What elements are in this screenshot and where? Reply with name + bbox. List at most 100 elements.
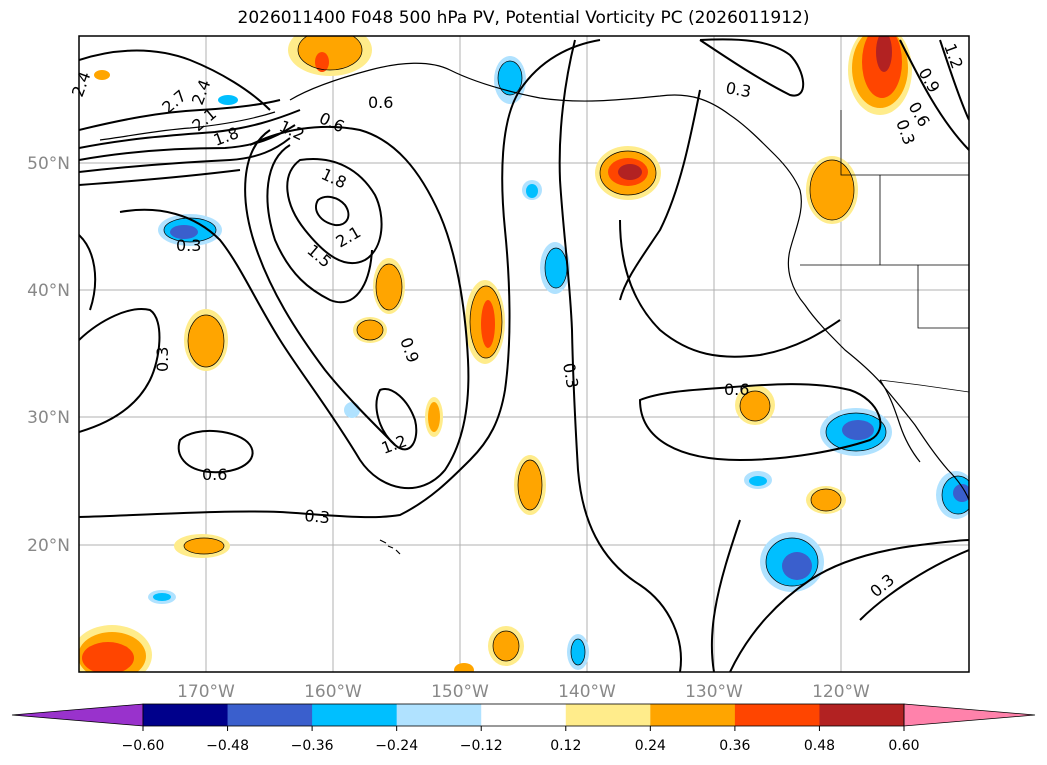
pv-pos-blob	[357, 320, 383, 340]
pv-anomaly-outlines	[163, 36, 969, 666]
lon-label-120w: 120°W	[812, 682, 870, 702]
colorbar-cell	[650, 704, 736, 726]
pv-contour	[699, 38, 805, 97]
west-coast	[787, 189, 969, 501]
pv-contour	[79, 39, 601, 519]
pv-contour	[119, 125, 470, 489]
contour-label: 0.3	[559, 361, 582, 389]
colorbar-cell	[312, 704, 398, 726]
pv-neg-blob	[218, 95, 238, 105]
pv-pos-blob	[876, 36, 892, 72]
colorbar-tick-label: −0.36	[291, 738, 334, 754]
pv-pos-blob	[298, 36, 362, 70]
pv-contour	[79, 49, 271, 111]
pv-contour	[79, 308, 161, 433]
pv-neg-blob	[749, 476, 767, 486]
colorbar-tick-label: 0.36	[719, 738, 750, 754]
pv-pos-blob	[184, 538, 224, 554]
pv-neg-blob	[526, 184, 538, 198]
pv-pos-blob	[188, 315, 224, 367]
colorbar-cell	[734, 704, 820, 726]
baja-peninsula	[879, 379, 921, 463]
pv-pos-blob	[811, 489, 841, 511]
colorbar-right-arrow	[903, 703, 1036, 727]
pv-contour	[79, 234, 97, 311]
pv-neg-blob	[782, 552, 812, 580]
pv-pos-blob	[493, 631, 519, 661]
pv-contour	[177, 429, 254, 474]
pv-contour	[859, 549, 969, 621]
pv-contour	[315, 195, 350, 227]
colorbar-tick-label: 0.48	[804, 738, 835, 754]
lat-label-30n: 30°N	[27, 408, 70, 428]
border-canada-us	[840, 110, 969, 176]
pv-contour	[79, 169, 241, 186]
colorbar-cell	[396, 704, 482, 726]
colorbar-cell	[143, 704, 229, 726]
pv-contour	[79, 137, 291, 173]
pv-neg-blob	[842, 420, 874, 440]
colorbar-tick-label: 0.24	[635, 738, 666, 754]
pv-pos-blob	[454, 663, 474, 672]
colorbar-tick-label: −0.24	[375, 738, 418, 754]
pv-neg-blob	[498, 61, 522, 95]
colorbar-tick-label: 0.60	[888, 738, 919, 754]
longitude-labels: 170°W 160°W 150°W 140°W 130°W 120°W	[177, 682, 870, 702]
border-us-mexico	[879, 379, 969, 393]
colorbar-frame	[142, 703, 905, 727]
pv-neg-blob	[953, 484, 969, 502]
pv-contour	[79, 124, 296, 161]
pv-neg-blob	[170, 225, 198, 239]
colorbar-cell	[565, 704, 651, 726]
hawaii-islands	[379, 539, 401, 555]
colorbar-left-arrow	[11, 703, 144, 727]
pv-contour	[79, 109, 301, 149]
pv-pos-blob	[740, 391, 770, 421]
pv-contour	[266, 144, 373, 303]
pv-contour	[899, 39, 969, 151]
pv-contour	[286, 158, 383, 265]
pv-neg-blob	[571, 639, 585, 665]
lon-label-140w: 140°W	[558, 682, 616, 702]
pv-contour	[619, 219, 841, 358]
pv-pos-blob	[94, 70, 110, 80]
pv-contour	[729, 539, 969, 672]
contour-label: 0.6	[724, 380, 749, 399]
pv-contour	[558, 39, 682, 672]
contour-label: 0.6	[202, 465, 227, 484]
aleutian-chain	[99, 111, 276, 141]
alaska-coast	[289, 62, 801, 191]
colorbar-ticks: −0.60 −0.48 −0.36 −0.24 −0.12 0.12 0.24 0.36 0.4…	[122, 726, 920, 754]
pv-neg-blob	[153, 593, 171, 601]
pv-contour	[79, 99, 281, 131]
colorbar-cell	[227, 704, 313, 726]
pv-pos-blob	[618, 164, 642, 180]
colorbar-cell	[819, 704, 905, 726]
lon-label-130w: 130°W	[685, 682, 743, 702]
latitude-labels: 50°N 40°N 30°N 20°N	[27, 154, 70, 556]
contour-label: 0.3	[176, 236, 201, 255]
lat-label-40n: 40°N	[27, 281, 70, 301]
colorbar: −0.60 −0.48 −0.36 −0.24 −0.12 0.12 0.24 0.36 0.4…	[11, 703, 1036, 754]
contour-label: 0.3	[304, 506, 331, 527]
colorbar-tick-label: −0.48	[206, 738, 249, 754]
pv-contour	[375, 388, 418, 451]
pv-neg-blob	[344, 402, 360, 418]
pv-neg-blob	[545, 248, 567, 288]
contour-label: 0.3	[153, 347, 172, 372]
contour-label: 0.3	[724, 78, 752, 101]
colorbar-cells	[143, 704, 905, 726]
colorbar-tick-label: 0.12	[550, 738, 581, 754]
pv-shading	[79, 36, 969, 672]
lat-label-20n: 20°N	[27, 536, 70, 556]
map-frame	[78, 35, 970, 673]
pv-pos-blob	[481, 300, 495, 348]
pv-pos-blob	[518, 460, 542, 510]
lat-label-50n: 50°N	[27, 154, 70, 174]
lon-label-170w: 170°W	[177, 682, 235, 702]
coastlines	[99, 62, 969, 555]
pv-pos-blob	[376, 264, 402, 310]
pv-pos-blob	[428, 402, 440, 432]
pv-pos-blob	[315, 52, 329, 72]
